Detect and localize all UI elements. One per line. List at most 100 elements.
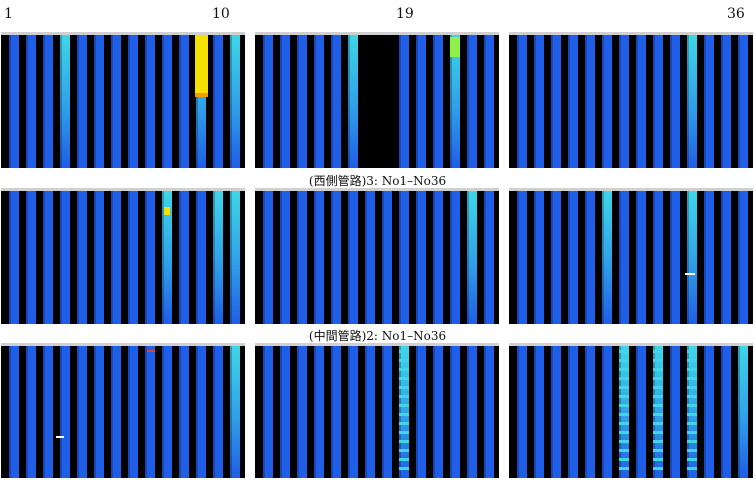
heatmap-strip (128, 35, 138, 168)
bright-tick (619, 350, 629, 353)
heatmap-strip (484, 346, 494, 478)
heatmap-strip (636, 191, 646, 324)
heatmap-strip (568, 191, 578, 324)
heatmap-strip (348, 35, 358, 168)
heatmap-strip (111, 191, 121, 324)
heatmap-strip (602, 35, 612, 168)
bright-tick (619, 440, 629, 443)
label-36: 36 (727, 6, 745, 22)
heatmap-panel-r3c1 (1, 343, 245, 478)
bright-tick (399, 458, 409, 461)
bright-tick (619, 395, 629, 398)
heatmap-strip (653, 191, 663, 324)
heatmap-strip (331, 35, 341, 168)
heatmap-strip (704, 191, 714, 324)
heatmap-strip (263, 191, 273, 324)
heatmap-strip (653, 35, 663, 168)
heatmap-strip (145, 346, 155, 478)
heatmap-strip (230, 35, 240, 168)
heatmap-strip (670, 346, 680, 478)
panel-titlebar-mark (229, 32, 243, 34)
heatmap-strip (196, 346, 206, 478)
heatmap-strip (179, 191, 189, 324)
label-19: 19 (396, 6, 414, 22)
heatmap-strip (43, 346, 53, 478)
heatmap-strip (534, 346, 544, 478)
heatmap-strip (636, 35, 646, 168)
heatmap-panel-r1c1 (1, 32, 245, 168)
bright-tick (399, 449, 409, 452)
heatmap-strip (26, 191, 36, 324)
heatmap-strip (619, 346, 629, 478)
heatmap-strip (26, 35, 36, 168)
bright-tick (399, 395, 409, 398)
bright-tick (619, 413, 629, 416)
heatmap-strip (9, 346, 19, 478)
heatmap-panel-r3c2 (255, 343, 499, 478)
heatmap-panel-r1c3 (509, 32, 753, 168)
label-1: 1 (4, 6, 13, 22)
bright-tick (687, 467, 697, 470)
heatmap-strip (365, 191, 375, 324)
bright-tick (687, 431, 697, 434)
heatmap-strip (399, 346, 409, 478)
heatmap-strip (585, 346, 595, 478)
heatmap-strip (43, 191, 53, 324)
heatmap-strip (348, 346, 358, 478)
heatmap-strip (399, 35, 409, 168)
heatmap-strip (60, 35, 70, 168)
heatmap-strip (128, 346, 138, 478)
bright-tick (619, 404, 629, 407)
bright-tick (619, 458, 629, 461)
heatmap-strip (450, 35, 460, 168)
heatmap-strip (450, 191, 460, 324)
panel-titlebar-mark (229, 188, 243, 190)
bright-tick (653, 431, 663, 434)
bright-tick (687, 458, 697, 461)
panel-titlebar-mark (217, 32, 225, 34)
panel-titlebar-mark (483, 32, 497, 34)
heatmap-strip (433, 35, 443, 168)
heatmap-strip (145, 191, 155, 324)
heatmap-strip (43, 35, 53, 168)
heatmap-strip (77, 191, 87, 324)
heatmap-panel-r2c2 (255, 188, 499, 324)
heatmap-strip (263, 35, 273, 168)
bright-tick (399, 377, 409, 380)
heatmap-panel-r1c2 (255, 32, 499, 168)
heatmap-strip (280, 191, 290, 324)
heatmap-strip (196, 35, 206, 168)
panel-titlebar-mark (257, 32, 267, 34)
panel-titlebar-mark (511, 32, 521, 34)
bright-tick (653, 377, 663, 380)
heatmap-strip (704, 346, 714, 478)
bright-tick (619, 386, 629, 389)
heatmap-strip (687, 35, 697, 168)
heatmap-strip (467, 346, 477, 478)
panel-titlebar-mark (483, 343, 497, 345)
bright-tick (687, 422, 697, 425)
bright-tick (687, 377, 697, 380)
bright-tick (687, 440, 697, 443)
heatmap-strip (382, 346, 392, 478)
heatmap-strip (196, 191, 206, 324)
heatmap-strip (585, 35, 595, 168)
bright-tick (399, 386, 409, 389)
heatmap-strip (94, 346, 104, 478)
panel-titlebar-mark (471, 343, 479, 345)
heatmap-strip (704, 35, 714, 168)
heatmap-strip (738, 191, 748, 324)
bright-tick (399, 359, 409, 362)
panel-titlebar-mark (471, 32, 479, 34)
bright-tick (653, 386, 663, 389)
bright-tick (399, 404, 409, 407)
heatmap-strip (314, 346, 324, 478)
hotspot-yellow (195, 35, 208, 93)
caption-middle-pipeline: (中間管路)2: No1–No36 (308, 329, 447, 343)
heatmap-strip (297, 346, 307, 478)
heatmap-strip (568, 346, 578, 478)
heatmap-strip (331, 346, 341, 478)
heatmap-strip (9, 191, 19, 324)
heatmap-strip (297, 191, 307, 324)
heatmap-strip (280, 346, 290, 478)
